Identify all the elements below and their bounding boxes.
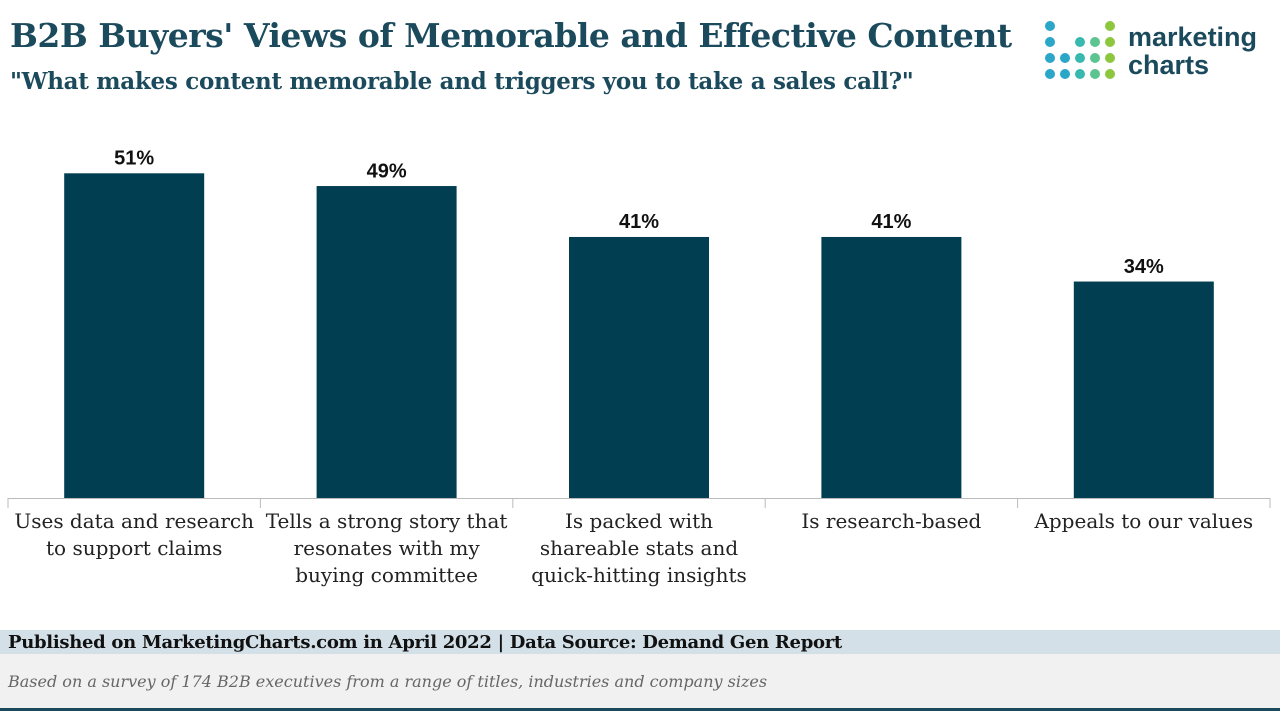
logo-dot bbox=[1060, 69, 1070, 79]
logo-dot bbox=[1075, 69, 1085, 79]
logo-dots bbox=[1045, 21, 1115, 79]
logo-dot bbox=[1075, 53, 1085, 63]
logo-dot bbox=[1090, 53, 1100, 63]
x-tick-label: Is packed with shareable stats and quick… bbox=[531, 509, 747, 587]
logo-dot bbox=[1045, 37, 1055, 47]
chart-subtitle: "What makes content memorable and trigge… bbox=[10, 68, 914, 95]
logo-dot bbox=[1090, 69, 1100, 79]
x-tick-label: Uses data and research to support claims bbox=[14, 509, 255, 560]
bar bbox=[1073, 281, 1214, 498]
logo-text: marketing bbox=[1128, 22, 1258, 52]
bar bbox=[821, 236, 962, 498]
x-tick-label: Appeals to our values bbox=[1034, 509, 1254, 533]
note: Based on a survey of 174 B2B executives … bbox=[8, 672, 768, 691]
value-label: 41% bbox=[871, 211, 911, 233]
value-label: 51% bbox=[114, 148, 154, 170]
logo-dot bbox=[1105, 37, 1115, 47]
logo-dot bbox=[1105, 69, 1115, 79]
chart: 51% 49% 41% 41% 34% bbox=[7, 148, 1271, 508]
logo-dot bbox=[1105, 53, 1115, 63]
logo-dot bbox=[1060, 53, 1070, 63]
note-band bbox=[0, 654, 1280, 711]
logo-dot bbox=[1045, 21, 1055, 31]
source: Published on MarketingCharts.com in Apri… bbox=[8, 632, 842, 653]
logo-dot bbox=[1045, 53, 1055, 63]
bar bbox=[316, 186, 457, 499]
source-band bbox=[0, 630, 1280, 654]
logo-dot bbox=[1090, 37, 1100, 47]
x-tick-label: Is research-based bbox=[801, 509, 982, 533]
chart-title: B2B Buyers' Views of Memorable and Effec… bbox=[10, 16, 1012, 55]
bar bbox=[569, 236, 709, 498]
value-label: 49% bbox=[367, 160, 407, 182]
bar bbox=[64, 173, 205, 499]
value-label: 41% bbox=[619, 211, 659, 233]
x-tick-label: Tells a strong story that resonates with… bbox=[265, 509, 508, 587]
logo-dot bbox=[1105, 21, 1115, 31]
logo-text: charts bbox=[1128, 50, 1210, 80]
logo-dot bbox=[1075, 37, 1085, 47]
value-label: 34% bbox=[1124, 256, 1164, 278]
logo-dot bbox=[1045, 69, 1055, 79]
